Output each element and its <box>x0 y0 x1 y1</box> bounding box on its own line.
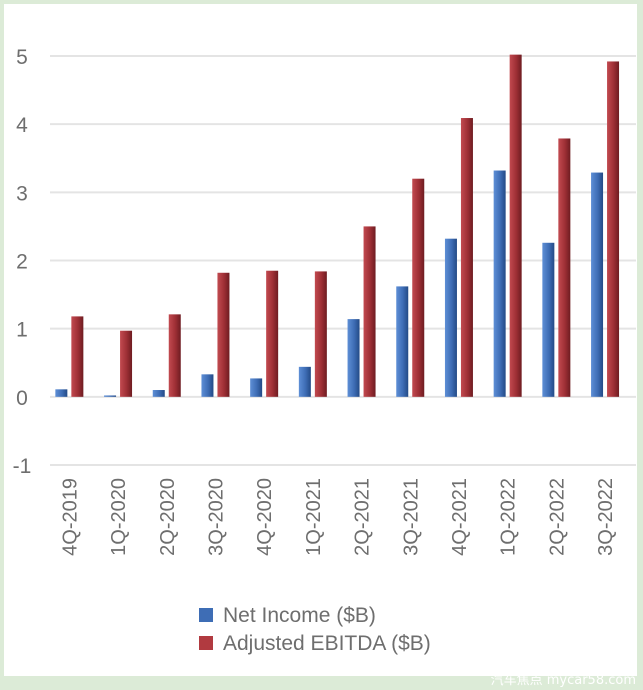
bar-net-income <box>104 395 117 397</box>
bar-net-income <box>591 172 604 397</box>
bar-adjusted-ebitda <box>120 330 133 397</box>
legend-swatch-adjusted-ebitda <box>199 636 213 650</box>
bar-adjusted-ebitda <box>314 271 327 397</box>
x-tick-label: 3Q-2020 <box>205 478 227 556</box>
bar-adjusted-ebitda <box>168 314 181 397</box>
bar-net-income <box>250 378 263 397</box>
y-tick-label: -1 <box>13 455 32 478</box>
x-tick-label: 4Q-2019 <box>59 478 81 556</box>
bar-adjusted-ebitda <box>71 316 84 397</box>
bar-adjusted-ebitda <box>363 226 376 397</box>
bar-net-income <box>201 374 214 397</box>
bar-net-income <box>396 286 409 397</box>
bar-adjusted-ebitda <box>460 118 473 397</box>
gridlines <box>50 55 636 466</box>
x-tick-label: 2Q-2021 <box>352 478 374 556</box>
y-tick-label: 2 <box>16 251 28 274</box>
y-tick-label: 0 <box>16 387 28 410</box>
y-tick-label: 4 <box>16 114 28 137</box>
bars <box>55 54 620 397</box>
y-tick-label: 3 <box>16 182 28 205</box>
legend-label-net-income: Net Income ($B) <box>223 604 376 627</box>
x-tick-label: 4Q-2021 <box>449 478 471 556</box>
x-tick-label: 1Q-2022 <box>498 478 520 556</box>
bar-adjusted-ebitda <box>217 272 230 397</box>
x-tick-label: 3Q-2021 <box>400 478 422 556</box>
y-tick-label: 1 <box>16 319 28 342</box>
bar-adjusted-ebitda <box>266 270 279 397</box>
x-tick-label: 3Q-2022 <box>595 478 617 556</box>
x-tick-label: 2Q-2020 <box>157 478 179 556</box>
y-tick-label: 5 <box>16 46 28 69</box>
bar-adjusted-ebitda <box>509 54 522 397</box>
bar-adjusted-ebitda <box>412 178 425 397</box>
bar-adjusted-ebitda <box>558 138 571 397</box>
bar-net-income <box>444 238 457 397</box>
bar-net-income <box>493 170 506 397</box>
watermark: 汽车焦点 mycar58.com <box>491 672 636 688</box>
bar-net-income <box>298 366 311 397</box>
bar-net-income <box>152 390 165 397</box>
bar-adjusted-ebitda <box>607 61 620 397</box>
legend-label-adjusted-ebitda: Adjusted EBITDA ($B) <box>223 632 431 655</box>
legend: Net Income ($B) Adjusted EBITDA ($B) <box>199 604 431 655</box>
legend-swatch-net-income <box>199 608 213 622</box>
bar-net-income <box>542 242 555 397</box>
bar-net-income <box>347 319 360 397</box>
x-tick-label: 1Q-2020 <box>108 478 130 556</box>
bar-net-income <box>55 389 68 397</box>
x-tick-label: 2Q-2022 <box>546 478 568 556</box>
y-axis-ticks: -1 0 1 2 3 4 5 <box>13 46 32 478</box>
x-axis-ticks: 4Q-2019 1Q-2020 2Q-2020 3Q-2020 4Q-2020 1Q-20… <box>59 478 617 556</box>
x-tick-label: 1Q-2021 <box>303 478 325 556</box>
x-tick-label: 4Q-2020 <box>254 478 276 556</box>
